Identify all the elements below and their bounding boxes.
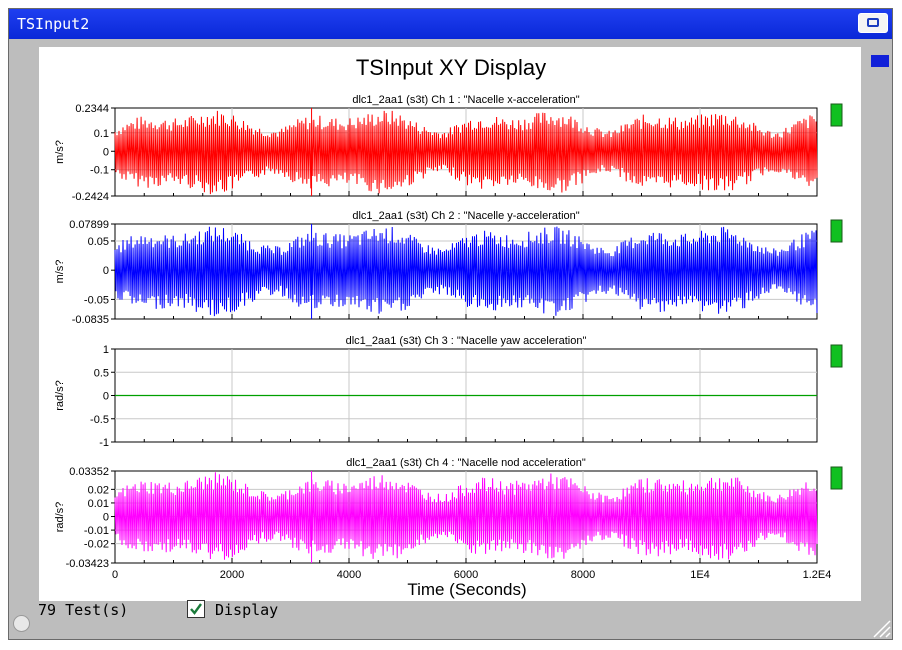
chart-panel-3: dlc1_2aa1 (s3t) Ch 3 : "Nacelle yaw acce… xyxy=(54,335,843,449)
tsinput-window: TSInput2 TSInput XY Display dlc1_2aa1 (s… xyxy=(8,8,893,640)
y-tick-label: 0.07899 xyxy=(69,219,109,231)
x-tick-label: 1E4 xyxy=(690,569,710,581)
y-tick-label: 0 xyxy=(103,146,109,158)
x-axis-label: Time (Seconds) xyxy=(407,580,526,599)
chart-panel-1: dlc1_2aa1 (s3t) Ch 1 : "Nacelle x-accele… xyxy=(54,94,843,203)
y-tick-label: 1 xyxy=(103,344,109,356)
y-tick-label: -0.5 xyxy=(90,414,109,426)
series-line xyxy=(114,108,818,196)
y-tick-label: 0.2344 xyxy=(75,103,109,115)
y-tick-label: 0.01 xyxy=(88,498,109,510)
window-title: TSInput2 xyxy=(17,15,90,33)
xy-display-chart: TSInput XY Display dlc1_2aa1 (s3t) Ch 1 … xyxy=(54,55,843,599)
x-tick-label: 2000 xyxy=(220,569,244,581)
resize-grip-icon[interactable] xyxy=(870,617,892,639)
y-axis-label: m/s? xyxy=(54,260,66,284)
y-axis-label: m/s? xyxy=(54,140,66,164)
x-tick-label: 4000 xyxy=(337,569,361,581)
display-checkbox[interactable] xyxy=(187,600,205,618)
y-tick-label: -0.1 xyxy=(90,165,109,177)
y-axis-label: rad/s? xyxy=(54,380,66,411)
y-tick-label: -0.2424 xyxy=(72,191,109,203)
x-tick-label: 0 xyxy=(112,569,118,581)
y-axis-label: rad/s? xyxy=(54,502,66,533)
x-tick-label: 8000 xyxy=(571,569,595,581)
chart-panel-4: dlc1_2aa1 (s3t) Ch 4 : "Nacelle nod acce… xyxy=(54,457,843,570)
x-tick-label: 1.2E4 xyxy=(803,569,832,581)
y-tick-label: -0.03423 xyxy=(66,558,109,570)
channel-indicator[interactable] xyxy=(830,219,843,243)
chart-title: TSInput XY Display xyxy=(356,55,546,80)
y-tick-label: -0.0835 xyxy=(72,314,109,326)
restore-icon xyxy=(867,18,879,27)
y-tick-label: 0.02 xyxy=(88,484,109,496)
x-tick-label: 6000 xyxy=(454,569,478,581)
channel-indicator[interactable] xyxy=(830,466,843,490)
y-tick-label: 0.05 xyxy=(88,236,109,248)
y-tick-label: 0 xyxy=(103,391,109,403)
y-tick-label: -1 xyxy=(99,437,109,449)
y-tick-label: -0.05 xyxy=(84,294,109,306)
y-tick-label: 0.1 xyxy=(94,128,109,140)
channel-indicator[interactable] xyxy=(830,344,843,368)
series-line xyxy=(114,224,818,319)
panel-subtitle: dlc1_2aa1 (s3t) Ch 3 : "Nacelle yaw acce… xyxy=(346,335,587,347)
y-tick-label: -0.01 xyxy=(84,525,109,537)
series-line xyxy=(114,471,818,563)
panel-subtitle: dlc1_2aa1 (s3t) Ch 4 : "Nacelle nod acce… xyxy=(346,457,586,469)
y-tick-label: 0 xyxy=(103,512,109,524)
y-tick-label: 0 xyxy=(103,265,109,277)
title-bar[interactable]: TSInput2 xyxy=(9,9,892,39)
test-count: 79 Test(s) xyxy=(38,601,129,619)
plot-panel: TSInput XY Display dlc1_2aa1 (s3t) Ch 1 … xyxy=(39,47,861,601)
checkmark-icon xyxy=(190,603,202,615)
panel-subtitle: dlc1_2aa1 (s3t) Ch 2 : "Nacelle y-accele… xyxy=(352,210,579,222)
display-label: Display xyxy=(215,601,279,619)
scroll-indicator[interactable] xyxy=(871,55,889,67)
channel-indicator[interactable] xyxy=(830,103,843,127)
panel-subtitle: dlc1_2aa1 (s3t) Ch 1 : "Nacelle x-accele… xyxy=(352,94,579,106)
y-tick-label: -0.02 xyxy=(84,539,109,551)
chart-panel-2: dlc1_2aa1 (s3t) Ch 2 : "Nacelle y-accele… xyxy=(54,210,843,326)
y-tick-label: 0.5 xyxy=(94,367,109,379)
restore-button[interactable] xyxy=(858,13,888,33)
y-tick-label: 0.03352 xyxy=(69,466,109,478)
status-dot xyxy=(13,615,30,632)
